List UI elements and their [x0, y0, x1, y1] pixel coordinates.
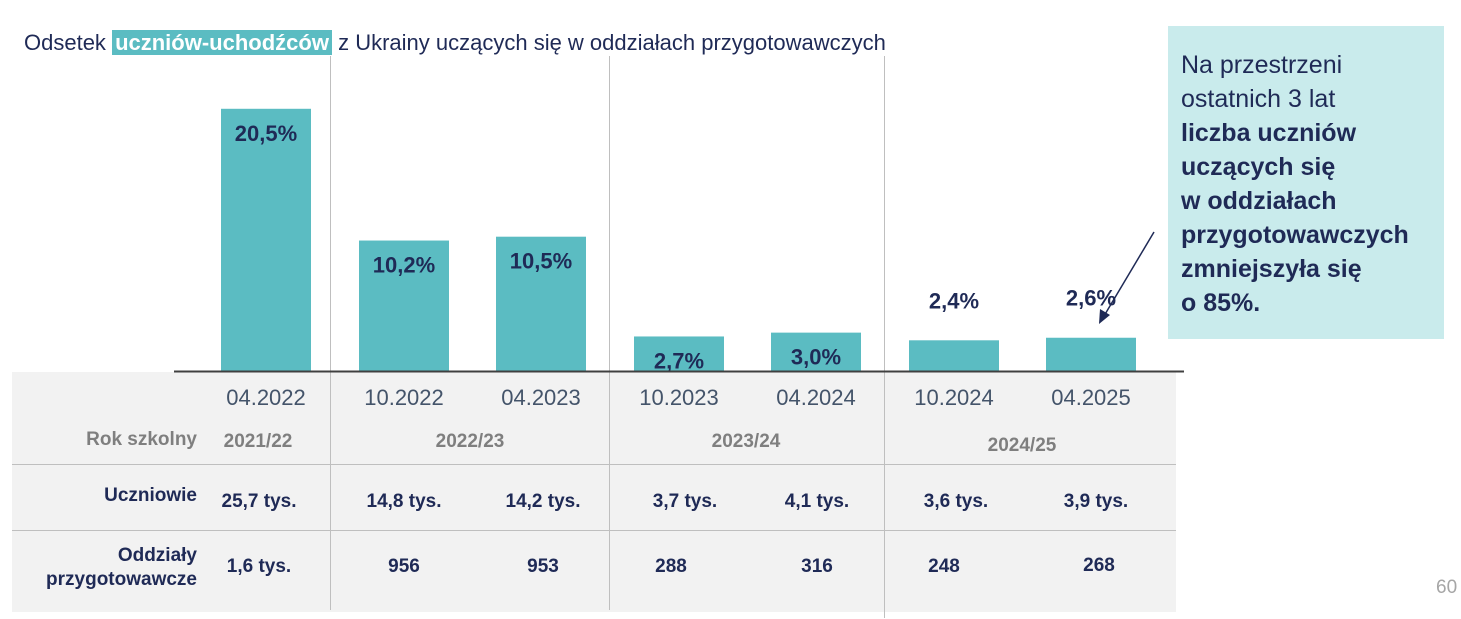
classes-value: 1,6 tys. [226, 556, 292, 577]
school-year: 2023/24 [711, 431, 781, 452]
data-table-background [12, 372, 1176, 612]
students-value: 4,1 tys. [784, 491, 850, 512]
bar-04.2022 [221, 108, 311, 371]
row-label-line: Oddziały [117, 545, 197, 566]
year-divider [330, 56, 331, 610]
callout-line-bold: o 85%. [1181, 289, 1261, 317]
data-label: 3,0% [791, 345, 841, 370]
tick-label: 04.2025 [1051, 385, 1131, 410]
classes-value: 248 [928, 556, 960, 577]
callout-line-bold: przygotowawczych [1181, 221, 1409, 249]
school-year: 2021/22 [223, 431, 293, 452]
callout-line-bold: liczba uczniów [1181, 119, 1357, 147]
year-divider [609, 56, 610, 610]
tick-label: 10.2022 [364, 385, 444, 410]
bar-04.2024 [771, 332, 861, 371]
classes-value: 316 [801, 556, 833, 577]
data-label: 10,5% [510, 249, 572, 274]
data-label: 20,5% [235, 121, 297, 146]
students-value: 14,2 tys. [505, 491, 581, 512]
tick-label: 10.2023 [639, 385, 719, 410]
page-number: 60 [1436, 577, 1458, 598]
title-prefix: Odsetek [24, 30, 106, 55]
students-value: 3,9 tys. [1063, 491, 1129, 512]
bar-10.2024 [909, 340, 999, 371]
tick-label: 04.2023 [501, 385, 581, 410]
row-label-line: przygotowawcze [46, 569, 197, 590]
students-value: 3,7 tys. [652, 491, 718, 512]
callout-line: ostatnich 3 lat [1181, 85, 1336, 113]
callout-box: Na przestrzeni ostatnich 3 lat liczba uc… [1168, 26, 1444, 339]
bar-10.2023 [634, 336, 724, 371]
tick-label: 04.2024 [776, 385, 856, 410]
arrow-head-icon [1099, 309, 1110, 324]
callout-line: Na przestrzeni [1181, 51, 1343, 79]
students-value: 3,6 tys. [923, 491, 989, 512]
callout-line-bold: uczących się [1181, 153, 1336, 181]
bar-10.2022 [359, 240, 449, 371]
title-highlight: uczniów-uchodźców [112, 30, 332, 55]
callout-line-bold: w oddziałach [1181, 187, 1337, 215]
bar-04.2023 [496, 236, 586, 371]
chart-title: Odsetek uczniów-uchodźców z Ukrainy uczą… [24, 30, 886, 56]
school-year-label: Rok szkolny [86, 429, 197, 450]
classes-value: 953 [527, 556, 559, 577]
data-label: 2,4% [929, 288, 979, 313]
students-value: 25,7 tys. [221, 491, 297, 512]
callout-arrow-icon [1103, 231, 1155, 317]
tick-label: 10.2024 [914, 385, 994, 410]
data-label: 2,7% [654, 348, 704, 373]
row-label-classes: Oddziały przygotowawcze [46, 544, 197, 592]
year-divider [884, 56, 885, 618]
classes-value: 268 [1083, 555, 1115, 576]
title-suffix: z Ukrainy uczących się w oddziałach przy… [338, 30, 886, 55]
school-year: 2024/25 [987, 435, 1057, 456]
row-label-students: Uczniowie [104, 485, 197, 506]
classes-value: 956 [388, 556, 420, 577]
tick-label: 04.2022 [226, 385, 306, 410]
table-divider [12, 464, 1176, 465]
school-year: 2022/23 [435, 431, 505, 452]
callout-line-bold: zmniejszyła się [1181, 255, 1362, 283]
data-label: 2,6% [1066, 286, 1116, 311]
students-value: 14,8 tys. [366, 491, 442, 512]
classes-value: 288 [655, 556, 687, 577]
table-divider [12, 530, 1176, 531]
bar-04.2025 [1046, 337, 1136, 371]
data-label: 10,2% [373, 253, 435, 278]
